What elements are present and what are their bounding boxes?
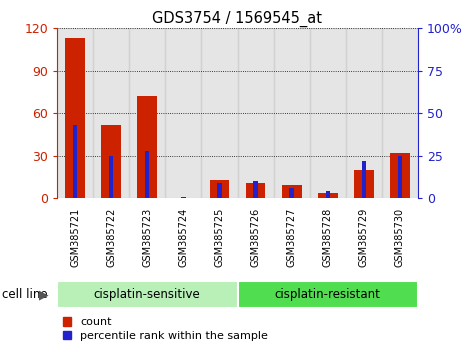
Text: GSM385725: GSM385725	[214, 208, 225, 267]
Text: GSM385721: GSM385721	[70, 208, 80, 267]
Bar	[109, 156, 114, 198]
Text: GSM385728: GSM385728	[323, 208, 333, 267]
Bar	[57, 28, 93, 198]
Bar	[310, 28, 346, 198]
Text: cisplatin-sensitive: cisplatin-sensitive	[94, 288, 200, 301]
FancyBboxPatch shape	[238, 281, 418, 308]
Text: GSM385729: GSM385729	[359, 208, 369, 267]
Bar	[398, 156, 402, 198]
Bar	[318, 193, 338, 198]
Bar	[390, 153, 410, 198]
Bar	[145, 151, 150, 198]
Bar	[346, 28, 382, 198]
Text: ▶: ▶	[39, 288, 49, 301]
Bar	[253, 181, 258, 198]
Legend: count, percentile rank within the sample: count, percentile rank within the sample	[63, 317, 268, 341]
FancyBboxPatch shape	[57, 281, 238, 308]
Bar	[101, 125, 121, 198]
Bar	[201, 28, 238, 198]
Bar	[282, 185, 302, 198]
Bar	[93, 28, 129, 198]
Bar	[289, 188, 294, 198]
Bar	[354, 170, 374, 198]
Text: GSM385724: GSM385724	[178, 208, 189, 267]
Text: cell line: cell line	[2, 288, 48, 301]
Bar	[238, 28, 274, 198]
Bar	[165, 28, 201, 198]
Text: cisplatin-resistant: cisplatin-resistant	[275, 288, 380, 301]
Bar	[246, 183, 266, 198]
Text: GSM385723: GSM385723	[142, 208, 152, 267]
Bar	[65, 38, 85, 198]
Text: GSM385722: GSM385722	[106, 208, 116, 267]
Bar	[325, 192, 330, 198]
Bar	[217, 183, 222, 198]
Bar	[181, 196, 186, 198]
Text: GDS3754 / 1569545_at: GDS3754 / 1569545_at	[152, 11, 323, 27]
Text: GSM385727: GSM385727	[286, 208, 297, 267]
Bar	[361, 161, 366, 198]
Bar	[73, 125, 77, 198]
Text: GSM385730: GSM385730	[395, 208, 405, 267]
Text: GSM385726: GSM385726	[250, 208, 261, 267]
Bar	[209, 180, 229, 198]
Bar	[137, 96, 157, 198]
Bar	[129, 28, 165, 198]
Bar	[382, 28, 418, 198]
Bar	[274, 28, 310, 198]
